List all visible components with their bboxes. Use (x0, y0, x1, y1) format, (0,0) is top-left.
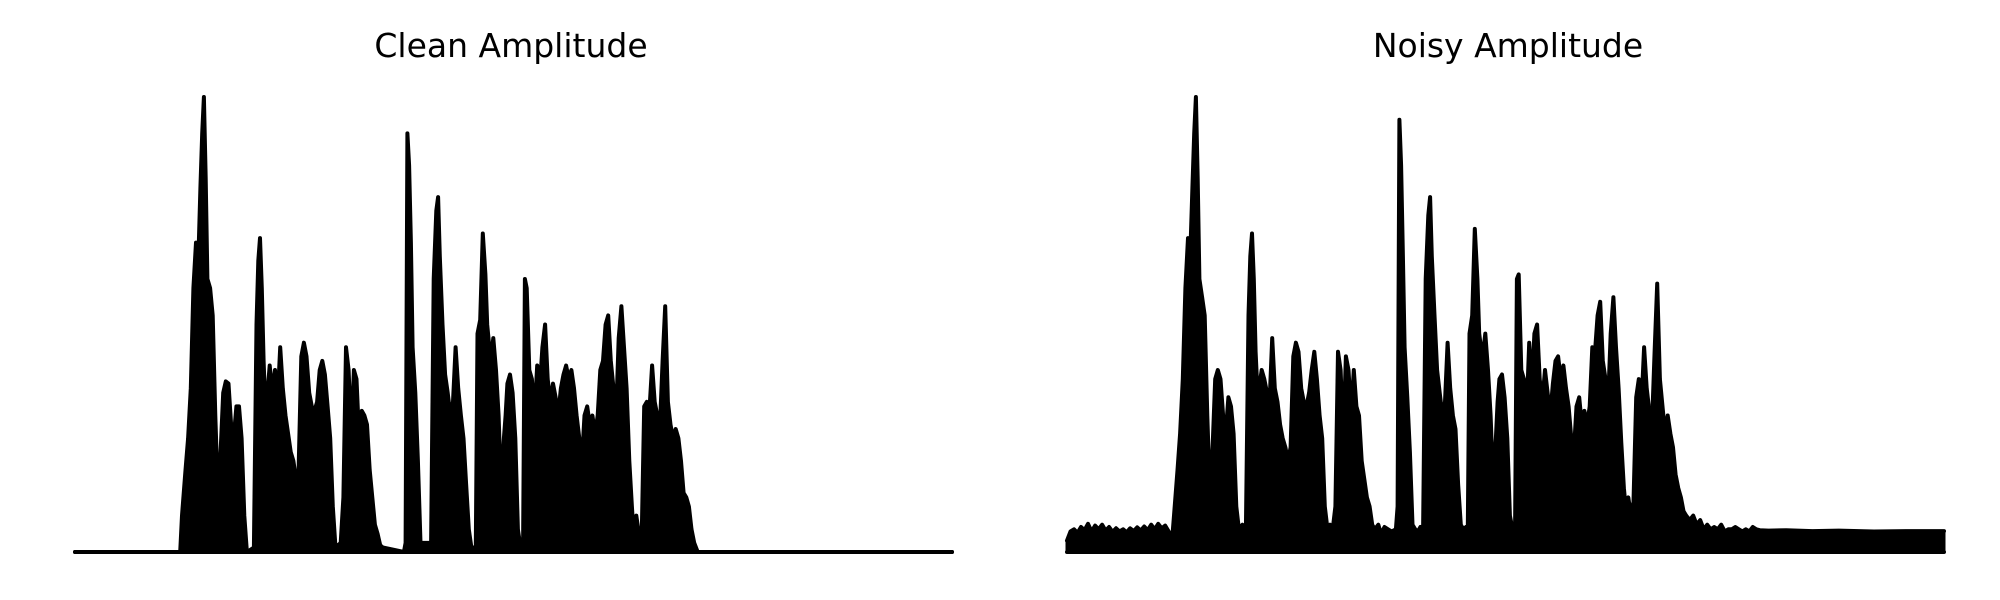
chart-title-noisy: Noisy Amplitude (1373, 26, 1643, 65)
amplitude-line-clean (73, 95, 954, 554)
plot-area-clean (73, 95, 954, 554)
plot-area-noisy (1065, 95, 1946, 554)
chart-title-clean: Clean Amplitude (374, 26, 647, 65)
panel-noisy: Noisy Amplitude (1065, 26, 1946, 554)
panel-clean: Clean Amplitude (73, 26, 954, 554)
amplitude-line-noisy (1065, 95, 1946, 543)
